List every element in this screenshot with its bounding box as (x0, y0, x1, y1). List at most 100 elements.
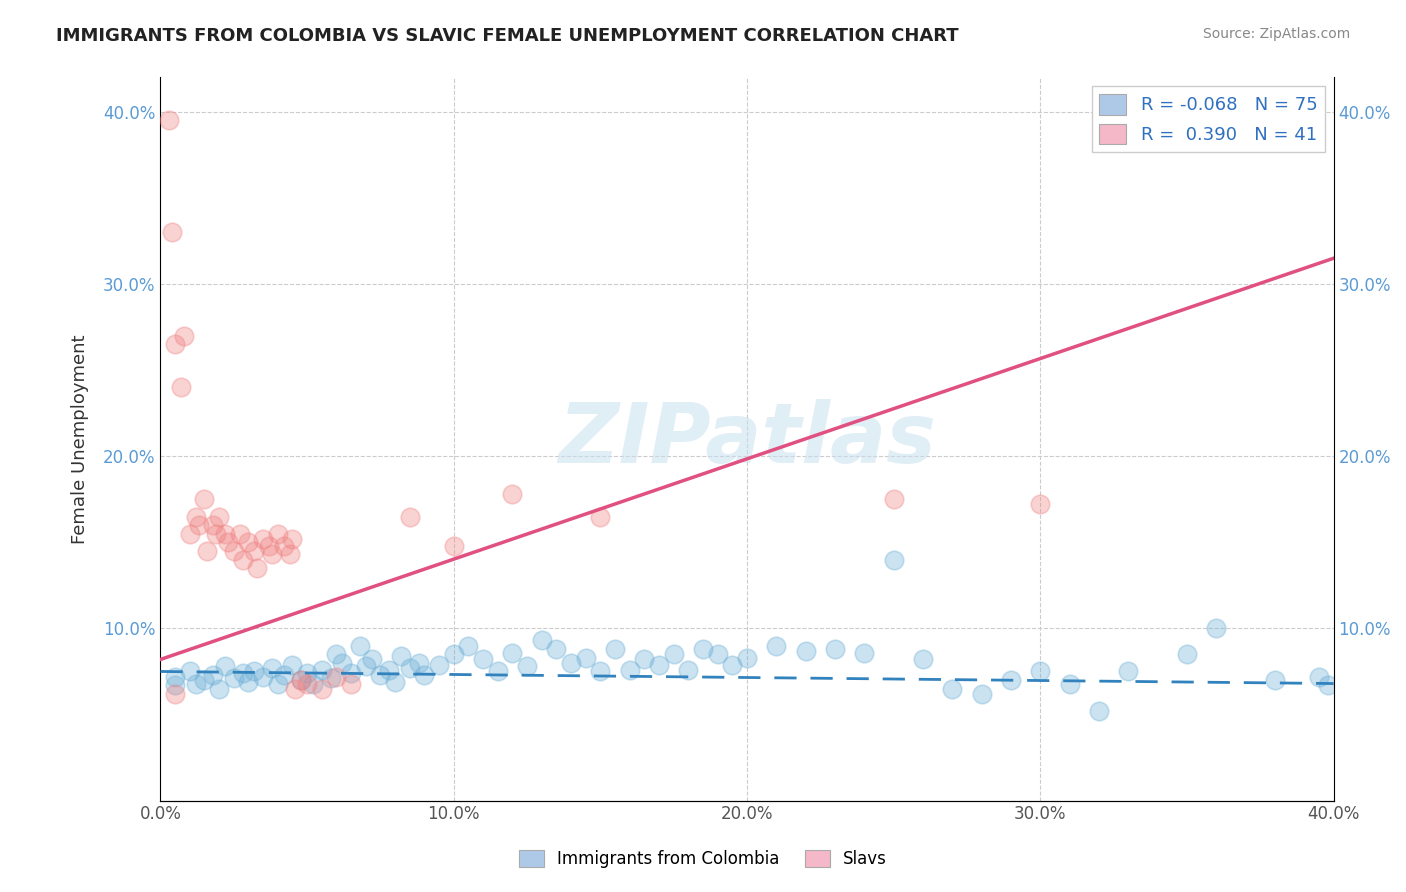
Point (187, 518, 209, 533)
Point (941, 681, 963, 696)
Point (325, 670, 347, 684)
Point (290, 673, 312, 687)
Point (260, 548, 283, 562)
Point (179, 526, 201, 541)
Point (267, 676, 290, 690)
Point (257, 539, 280, 553)
Point (252, 532, 274, 546)
Point (721, 657, 744, 672)
Point (853, 646, 876, 660)
Point (970, 687, 993, 701)
Point (165, 670, 187, 684)
Text: IMMIGRANTS FROM COLOMBIA VS SLAVIC FEMALE UNEMPLOYMENT CORRELATION CHART: IMMIGRANTS FROM COLOMBIA VS SLAVIC FEMAL… (56, 27, 959, 45)
Point (165, 678, 187, 692)
Point (232, 552, 254, 566)
Point (165, 687, 187, 701)
Point (193, 673, 215, 687)
Point (232, 666, 254, 681)
Point (1059, 676, 1081, 690)
Point (1308, 670, 1330, 684)
Point (824, 642, 846, 657)
Point (633, 652, 655, 666)
Point (560, 656, 582, 670)
Point (408, 656, 430, 670)
Point (1000, 673, 1022, 687)
Point (378, 663, 401, 677)
Point (1205, 622, 1227, 636)
Point (883, 492, 905, 507)
Point (706, 647, 728, 661)
Point (173, 328, 195, 343)
Point (360, 652, 382, 666)
Point (205, 526, 228, 541)
Point (165, 337, 187, 351)
Point (443, 539, 465, 553)
Point (472, 652, 495, 666)
Point (295, 676, 318, 690)
Point (217, 535, 239, 549)
Y-axis label: Female Unemployment: Female Unemployment (72, 334, 89, 544)
Point (295, 666, 318, 681)
Legend: R = -0.068   N = 75, R =  0.390   N = 41: R = -0.068 N = 75, R = 0.390 N = 41 (1092, 87, 1324, 152)
Point (794, 644, 817, 658)
Point (311, 663, 333, 677)
Point (443, 647, 465, 661)
Point (330, 656, 353, 670)
Point (1118, 665, 1140, 679)
Point (619, 663, 641, 677)
Point (222, 544, 245, 558)
Point (290, 673, 312, 687)
Point (302, 676, 325, 690)
Point (273, 668, 295, 682)
Point (340, 676, 363, 690)
Point (160, 226, 183, 240)
Point (170, 380, 193, 394)
Point (1175, 647, 1198, 661)
Point (1264, 673, 1286, 687)
Text: ZIPatlas: ZIPatlas (558, 399, 936, 480)
Point (692, 642, 714, 657)
Point (243, 665, 266, 679)
Point (883, 552, 905, 566)
Point (501, 487, 523, 501)
Point (197, 544, 219, 558)
Point (349, 639, 371, 653)
Point (457, 639, 479, 653)
Point (214, 526, 236, 541)
Point (678, 663, 700, 677)
Point (260, 661, 283, 675)
Point (1088, 704, 1111, 718)
Point (389, 648, 412, 663)
Point (281, 657, 304, 672)
Point (208, 681, 231, 696)
Point (546, 642, 568, 657)
Point (246, 561, 269, 575)
Point (179, 665, 201, 679)
Point (184, 509, 207, 524)
Point (384, 674, 406, 689)
Point (603, 642, 626, 657)
Point (267, 526, 290, 541)
Point (193, 492, 215, 507)
Point (202, 518, 225, 533)
Point (243, 544, 266, 558)
Point (589, 509, 612, 524)
Point (238, 674, 260, 689)
Point (311, 681, 333, 696)
Point (427, 657, 450, 672)
Point (202, 668, 225, 682)
Point (516, 659, 538, 673)
Point (157, 113, 180, 128)
Point (501, 646, 523, 660)
Point (765, 639, 787, 653)
Point (735, 650, 758, 665)
Point (252, 670, 274, 684)
Point (319, 672, 342, 686)
Point (662, 647, 685, 661)
Text: Source: ZipAtlas.com: Source: ZipAtlas.com (1202, 27, 1350, 41)
Point (589, 665, 612, 679)
Point (273, 539, 295, 553)
Point (281, 532, 304, 546)
Point (340, 666, 363, 681)
Point (398, 509, 420, 524)
